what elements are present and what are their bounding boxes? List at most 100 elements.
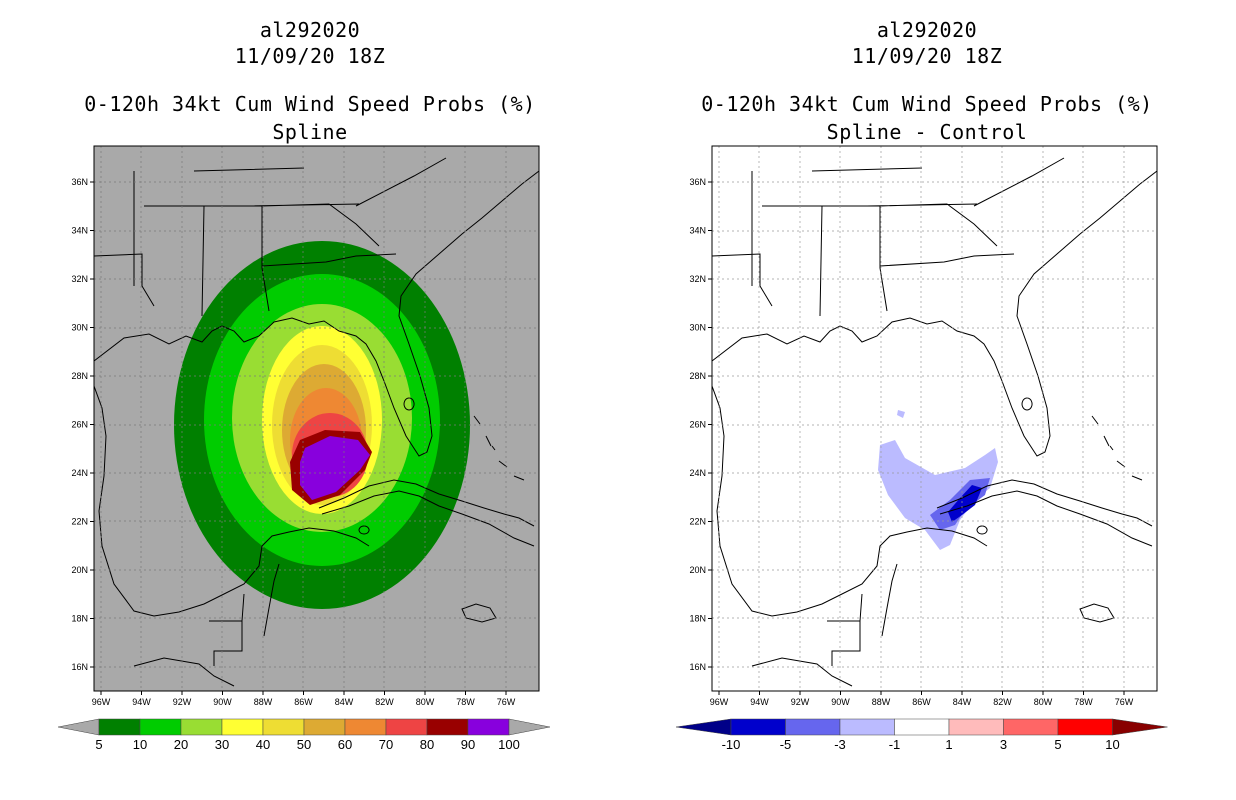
colorbar-swatch: [894, 718, 950, 736]
colorbar-swatch: [98, 718, 141, 736]
lon-tick-label: 92W: [791, 697, 810, 707]
colorbar-label: 10: [1105, 737, 1119, 752]
colorbar-swatch: [221, 718, 264, 736]
colorbar-label: 30: [215, 737, 229, 752]
colorbar-label: 10: [133, 737, 147, 752]
right-lon-ticks: 96W 94W 92W 90W 88W 86W 84W 82W 80W 78W 76W: [710, 691, 1134, 707]
colorbar-label: 80: [420, 737, 434, 752]
left-subtitle: Spline: [272, 120, 348, 144]
lat-tick-label: 28N: [71, 371, 88, 381]
right-map: 96W 94W 92W 90W 88W 86W 84W 82W 80W 78W 76W 16N 18N…: [689, 145, 1158, 707]
colorbar-low-arrow: [675, 718, 732, 736]
lat-tick-label: 32N: [689, 274, 706, 284]
lon-tick-label: 94W: [132, 697, 151, 707]
colorbar-label: 90: [461, 737, 475, 752]
lon-tick-label: 88W: [872, 697, 891, 707]
lat-tick-label: 24N: [689, 468, 706, 478]
lon-tick-label: 80W: [1034, 697, 1053, 707]
lon-tick-label: 78W: [1074, 697, 1093, 707]
colorbar-label: 60: [338, 737, 352, 752]
left-lon-ticks: 96W 94W 92W 90W 88W 86W 84W 82W 80W 78W 76W: [92, 691, 516, 707]
lat-tick-label: 22N: [71, 517, 88, 527]
right-subtitle: Spline - Control: [826, 120, 1028, 144]
left-map-frame: [93, 145, 540, 692]
colorbar-label: 1: [945, 737, 952, 752]
lat-tick-label: 22N: [689, 517, 706, 527]
left-product-title: 0-120h 34kt Cum Wind Speed Probs (%): [84, 92, 536, 116]
lon-tick-label: 76W: [497, 697, 516, 707]
lon-tick-label: 88W: [254, 697, 273, 707]
colorbar-swatch: [467, 718, 510, 736]
colorbar-swatch: [262, 718, 305, 736]
lat-tick-label: 26N: [71, 420, 88, 430]
lon-tick-label: 76W: [1115, 697, 1134, 707]
colorbar-label: -5: [780, 737, 792, 752]
colorbar-label: -10: [722, 737, 741, 752]
right-map-background: [712, 146, 1157, 691]
colorbar-label: 100: [498, 737, 520, 752]
lat-tick-label: 18N: [689, 614, 706, 624]
colorbar-swatch: [1003, 718, 1059, 736]
colorbar-high-arrow: [508, 718, 551, 736]
right-product-title: 0-120h 34kt Cum Wind Speed Probs (%): [701, 92, 1153, 116]
colorbar-swatch: [344, 718, 387, 736]
lon-tick-label: 78W: [456, 697, 475, 707]
lon-tick-label: 90W: [213, 697, 232, 707]
colorbar-swatch: [730, 718, 786, 736]
left-gridlines: [94, 146, 539, 691]
colorbar-label: 5: [1054, 737, 1061, 752]
left-probability-contours: [174, 241, 470, 609]
lat-tick-label: 34N: [689, 226, 706, 236]
lat-tick-label: 24N: [71, 468, 88, 478]
right-storm-id: al292020: [876, 18, 978, 42]
colorbar-label: 5: [95, 737, 102, 752]
lon-tick-label: 96W: [710, 697, 729, 707]
lon-tick-label: 86W: [294, 697, 313, 707]
left-map: 96W 94W 92W 90W 88W 86W 84W 82W 80W 78W 76W 16N 18N…: [71, 145, 540, 707]
colorbar-label: 50: [297, 737, 311, 752]
lon-tick-label: 84W: [335, 697, 354, 707]
colorbar-label: -3: [834, 737, 846, 752]
colorbar-swatch: [426, 718, 469, 736]
right-gridlines: [712, 146, 1157, 691]
colorbar-swatch: [1057, 718, 1113, 736]
lat-tick-label: 20N: [71, 565, 88, 575]
lat-tick-label: 20N: [689, 565, 706, 575]
lat-tick-label: 18N: [71, 614, 88, 624]
lon-tick-label: 90W: [831, 697, 850, 707]
right-datetime: 11/09/20 18Z: [851, 44, 1003, 68]
right-map-frame: [711, 145, 1158, 692]
lat-tick-label: 34N: [71, 226, 88, 236]
right-difference-contours: [878, 410, 998, 550]
lat-tick-label: 26N: [689, 420, 706, 430]
colorbar-label: 3: [1000, 737, 1007, 752]
lat-tick-label: 30N: [689, 323, 706, 333]
colorbar-label: 40: [256, 737, 270, 752]
lat-tick-label: 36N: [689, 177, 706, 187]
colorbar-swatch: [785, 718, 841, 736]
lat-tick-label: 16N: [689, 662, 706, 672]
lat-tick-label: 36N: [71, 177, 88, 187]
colorbar-swatch: [385, 718, 428, 736]
lat-tick-label: 32N: [71, 274, 88, 284]
colorbar-label: 70: [379, 737, 393, 752]
colorbar-swatch: [303, 718, 346, 736]
colorbar-swatch: [180, 718, 223, 736]
right-lat-ticks: 16N 18N 20N 22N 24N 26N 28N 30N 32N 34N 36N: [689, 177, 712, 672]
colorbar-swatch: [948, 718, 1004, 736]
lat-tick-label: 30N: [71, 323, 88, 333]
lon-tick-label: 92W: [173, 697, 192, 707]
right-colorbar: -10 -5 -3 -1 1 3 5 10: [675, 718, 1168, 752]
colorbar-swatch: [839, 718, 895, 736]
colorbar-low-arrow: [57, 718, 100, 736]
colorbar-label: 20: [174, 737, 188, 752]
lon-tick-label: 82W: [375, 697, 394, 707]
colorbar-label: -1: [889, 737, 901, 752]
colorbar-high-arrow: [1112, 718, 1168, 736]
lon-tick-label: 84W: [953, 697, 972, 707]
lon-tick-label: 94W: [750, 697, 769, 707]
lon-tick-label: 80W: [416, 697, 435, 707]
lon-tick-label: 82W: [993, 697, 1012, 707]
left-lat-ticks: 16N 18N 20N 22N 24N 26N 28N 30N 32N 34N 36N: [71, 177, 94, 672]
lat-tick-label: 28N: [689, 371, 706, 381]
